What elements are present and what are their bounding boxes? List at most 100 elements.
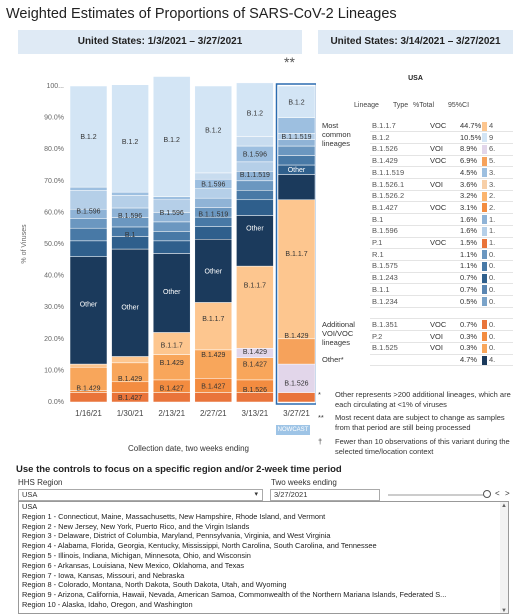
bar-segment[interactable]: [194, 188, 233, 199]
bar-segment[interactable]: [152, 253, 191, 333]
table-row[interactable]: P.1 VOC 1.5% 1.: [318, 237, 513, 249]
nowcast-tag[interactable]: NOWCAST: [276, 425, 310, 435]
dropdown-option[interactable]: Region 6 - Arkansas, Louisiana, New Mexi…: [22, 560, 245, 570]
bar-segment[interactable]: [194, 302, 233, 351]
bar-segment[interactable]: [111, 381, 149, 393]
bar-segment[interactable]: [194, 349, 233, 379]
table-row[interactable]: B.1.525 VOI 0.3% 0.: [318, 342, 513, 354]
dropdown-option[interactable]: Region 10 - Alaska, Idaho, Oregon, and W…: [22, 599, 193, 609]
scroll-up-icon[interactable]: ▲: [501, 503, 507, 509]
bar-segment[interactable]: [152, 354, 191, 381]
bar-segment[interactable]: [194, 226, 233, 240]
bar-segment[interactable]: [111, 195, 149, 209]
bar-segment[interactable]: [152, 221, 191, 232]
bar-segment[interactable]: [236, 392, 274, 403]
bar-segment[interactable]: [69, 227, 108, 242]
table-row[interactable]: B.1.526.2 3.2% 2.: [318, 190, 513, 202]
bar-segment[interactable]: [194, 216, 233, 227]
bar-segment[interactable]: [277, 392, 316, 403]
dropdown-option[interactable]: Region 4 - Alabama, Florida, Georgia, Ke…: [22, 541, 377, 551]
dropdown-option[interactable]: Region 2 - New Jersey, New York, Puerto …: [22, 521, 250, 531]
cell-lineage: P.2: [372, 331, 383, 341]
table-row[interactable]: B.1.1.7 VOC 44.7% 4: [318, 120, 513, 132]
bar-segment[interactable]: [69, 363, 108, 368]
table-row[interactable]: R.1 1.1% 0.: [318, 249, 513, 261]
bar-segment[interactable]: [69, 85, 108, 188]
slider-next-button[interactable]: >: [505, 489, 510, 498]
table-row[interactable]: B.1.526 VOI 8.9% 6.: [318, 143, 513, 155]
region-dropdown-list[interactable]: USA Region 1 - Connecticut, Maine, Massac…: [18, 501, 509, 614]
period-input[interactable]: 3/27/2021: [270, 489, 380, 501]
bar-segment[interactable]: [277, 145, 316, 156]
period-slider-track[interactable]: [388, 494, 484, 496]
bar-segment[interactable]: [236, 82, 274, 137]
bar-segment[interactable]: [277, 338, 316, 365]
table-row[interactable]: B.1.427 VOC 3.1% 2.: [318, 202, 513, 214]
bar-segment[interactable]: [236, 136, 274, 147]
dropdown-option[interactable]: Region 9 - Arizona, California, Hawaii, …: [22, 590, 447, 600]
bar-segment[interactable]: [152, 240, 191, 254]
row-divider: [370, 213, 513, 215]
bar-segment[interactable]: [194, 85, 233, 174]
bar-segment[interactable]: [277, 199, 316, 340]
table-row[interactable]: B.1 1.6% 1.: [318, 214, 513, 226]
bar-segment[interactable]: [69, 240, 108, 257]
slider-prev-button[interactable]: <: [495, 489, 500, 498]
bar-segment[interactable]: [152, 76, 191, 197]
dropdown-option[interactable]: Region 1 - Connecticut, Maine, Massachus…: [22, 511, 326, 521]
table-row[interactable]: 4.7% 4.: [318, 354, 513, 366]
period-slider-thumb[interactable]: [483, 490, 491, 498]
dropdown-scrollbar[interactable]: ▲ ▼: [500, 502, 508, 614]
row-divider: [370, 189, 513, 191]
scroll-down-icon[interactable]: ▼: [501, 608, 507, 614]
bar-segment[interactable]: [236, 161, 274, 172]
table-row[interactable]: B.1.243 0.7% 0.: [318, 272, 513, 284]
bar-segment[interactable]: [277, 363, 316, 393]
bar-segment[interactable]: [152, 196, 191, 201]
bar-segment[interactable]: [236, 180, 274, 191]
table-row[interactable]: B.1.1.519 4.5% 3.: [318, 167, 513, 179]
bar-segment[interactable]: [111, 84, 149, 193]
bar-segment[interactable]: [69, 218, 108, 229]
table-row[interactable]: B.1.575 1.1% 0.: [318, 260, 513, 272]
bar-segment[interactable]: [69, 256, 108, 365]
bar-segment[interactable]: [236, 190, 274, 201]
dropdown-option[interactable]: Region 7 - Iowa, Kansas, Missouri, and N…: [22, 570, 185, 580]
bar-segment[interactable]: [194, 172, 233, 180]
table-row[interactable]: B.1.429 VOC 6.9% 5.: [318, 155, 513, 167]
bar-segment[interactable]: [277, 155, 316, 166]
bar-segment[interactable]: [236, 215, 274, 267]
bar-segment[interactable]: [277, 117, 316, 134]
table-row[interactable]: B.1.234 0.5% 0.: [318, 296, 513, 308]
table-row[interactable]: B.1.596 1.6% 1.: [318, 225, 513, 237]
dropdown-option[interactable]: Region 5 - Illinois, Indiana, Michigan, …: [22, 550, 251, 560]
bar-segment[interactable]: [277, 85, 316, 118]
bar-segment[interactable]: [277, 174, 316, 201]
bar-segment[interactable]: [236, 199, 274, 216]
bar-segment[interactable]: [236, 265, 274, 349]
row-divider: [370, 248, 513, 250]
bar-segment[interactable]: [152, 231, 191, 242]
dropdown-option[interactable]: Region 8 - Colorado, Montana, North Dako…: [22, 580, 287, 590]
bar-segment[interactable]: [69, 392, 108, 403]
region-select[interactable]: USA ▾: [18, 489, 263, 501]
bar-segment[interactable]: [111, 356, 149, 364]
bar-segment[interactable]: [69, 186, 108, 191]
dropdown-option[interactable]: USA: [19, 502, 508, 512]
table-row[interactable]: B.1.1 0.7% 0.: [318, 284, 513, 296]
bar-segment[interactable]: [111, 191, 149, 196]
table-row[interactable]: P.2 VOI 0.3% 0.: [318, 331, 513, 343]
dropdown-option[interactable]: Region 3 - Delaware, District of Columbi…: [22, 531, 331, 541]
cell-lineage: B.1.351: [372, 319, 398, 329]
table-row[interactable]: B.1.526.1 VOI 3.6% 3.: [318, 179, 513, 191]
bar-segment[interactable]: [69, 190, 108, 210]
bar-segment[interactable]: [194, 392, 233, 403]
bar-segment[interactable]: [194, 239, 233, 303]
bar-segment[interactable]: [111, 248, 149, 357]
page-title: Weighted Estimates of Proportions of SAR…: [6, 6, 397, 22]
bar-segment[interactable]: [194, 197, 233, 208]
table-row[interactable]: B.1.351 VOC 0.7% 0.: [318, 319, 513, 331]
table-row[interactable]: B.1.2 10.5% 9: [318, 132, 513, 144]
bar-segment[interactable]: [152, 392, 191, 403]
table-row[interactable]: [318, 307, 513, 319]
